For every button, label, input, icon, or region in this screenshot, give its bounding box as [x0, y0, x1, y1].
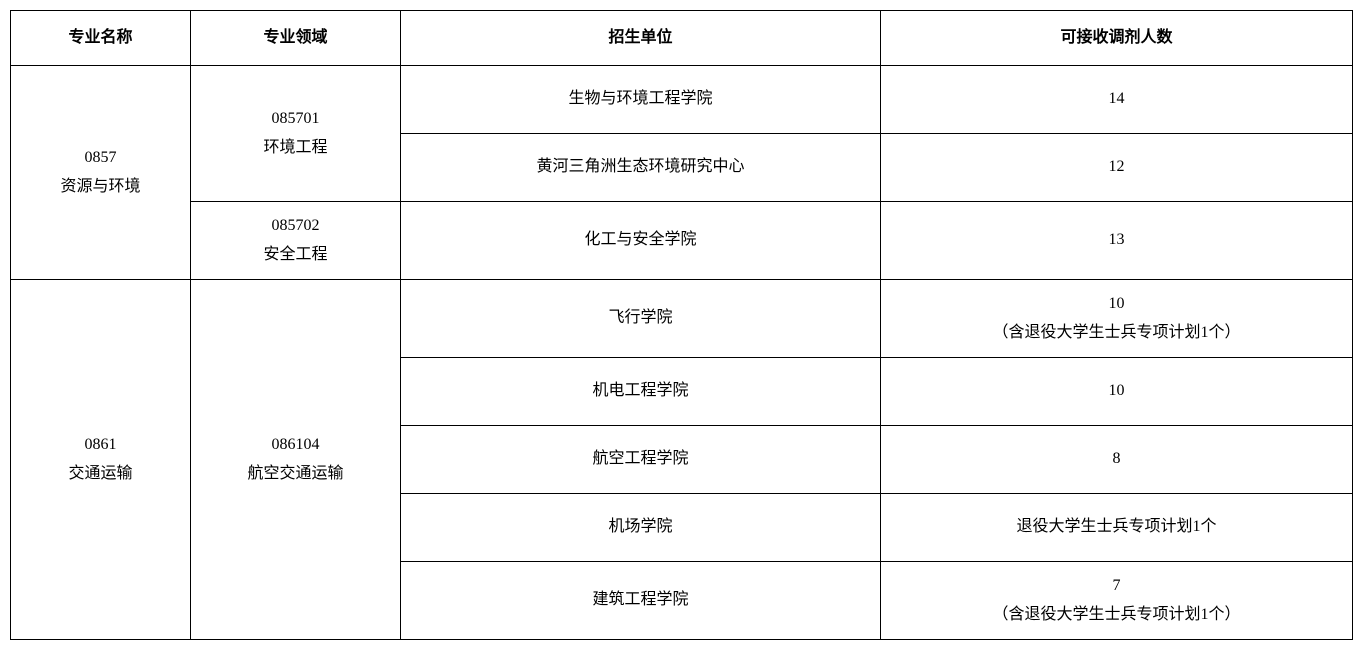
field-code: 086104	[195, 431, 396, 460]
quota-cell: 13	[881, 202, 1353, 280]
field-cell: 086104 航空交通运输	[191, 280, 401, 640]
quota-note: （含退役大学生士兵专项计划1个）	[885, 601, 1348, 630]
header-quota: 可接收调剂人数	[881, 11, 1353, 66]
quota-cell: 10 （含退役大学生士兵专项计划1个）	[881, 280, 1353, 358]
field-code: 085701	[195, 105, 396, 134]
unit-cell: 机电工程学院	[401, 358, 881, 426]
unit-cell: 黄河三角洲生态环境研究中心	[401, 134, 881, 202]
admissions-table: 专业名称 专业领域 招生单位 可接收调剂人数 0857 资源与环境 085701…	[10, 10, 1353, 640]
table-row: 0857 资源与环境 085701 环境工程 生物与环境工程学院 14	[11, 66, 1353, 134]
quota-note: （含退役大学生士兵专项计划1个）	[885, 319, 1348, 348]
quota-cell: 退役大学生士兵专项计划1个	[881, 494, 1353, 562]
field-name: 环境工程	[195, 134, 396, 163]
major-name: 交通运输	[15, 460, 186, 489]
quota-cell: 12	[881, 134, 1353, 202]
quota-cell: 14	[881, 66, 1353, 134]
quota-value: 10	[885, 290, 1348, 319]
unit-cell: 生物与环境工程学院	[401, 66, 881, 134]
field-cell: 085701 环境工程	[191, 66, 401, 202]
quota-value: 7	[885, 572, 1348, 601]
header-unit: 招生单位	[401, 11, 881, 66]
unit-cell: 化工与安全学院	[401, 202, 881, 280]
field-cell: 085702 安全工程	[191, 202, 401, 280]
major-code: 0861	[15, 431, 186, 460]
unit-cell: 飞行学院	[401, 280, 881, 358]
major-name: 资源与环境	[15, 173, 186, 202]
quota-cell: 7 （含退役大学生士兵专项计划1个）	[881, 562, 1353, 640]
quota-cell: 8	[881, 426, 1353, 494]
header-field: 专业领域	[191, 11, 401, 66]
field-name: 安全工程	[195, 241, 396, 270]
table-row: 0861 交通运输 086104 航空交通运输 飞行学院 10 （含退役大学生士…	[11, 280, 1353, 358]
unit-cell: 航空工程学院	[401, 426, 881, 494]
table-row: 085702 安全工程 化工与安全学院 13	[11, 202, 1353, 280]
field-code: 085702	[195, 212, 396, 241]
unit-cell: 建筑工程学院	[401, 562, 881, 640]
field-name: 航空交通运输	[195, 460, 396, 489]
major-name-cell: 0857 资源与环境	[11, 66, 191, 280]
table-header-row: 专业名称 专业领域 招生单位 可接收调剂人数	[11, 11, 1353, 66]
major-name-cell: 0861 交通运输	[11, 280, 191, 640]
major-code: 0857	[15, 144, 186, 173]
quota-cell: 10	[881, 358, 1353, 426]
header-major-name: 专业名称	[11, 11, 191, 66]
unit-cell: 机场学院	[401, 494, 881, 562]
